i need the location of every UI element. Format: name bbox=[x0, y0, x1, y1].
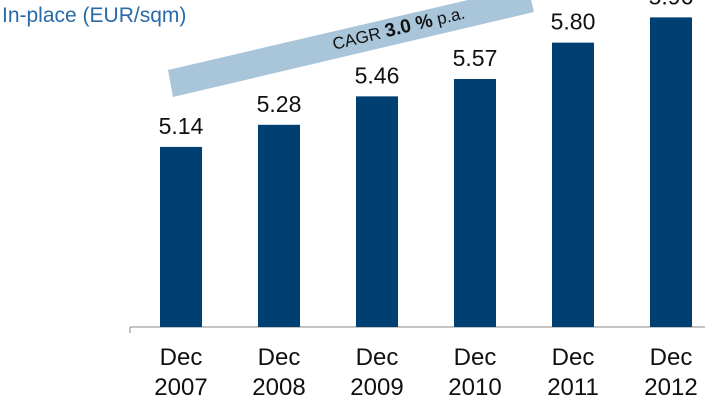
x-tick-label: Dec 2008 bbox=[252, 344, 306, 401]
chart-title: In-place (EUR/sqm) bbox=[2, 4, 186, 27]
bar bbox=[258, 124, 300, 327]
bar bbox=[160, 146, 202, 327]
cagr-band bbox=[168, 0, 534, 97]
value-label: 5.96 bbox=[649, 0, 694, 9]
value-label: 5.80 bbox=[551, 9, 596, 35]
bar bbox=[552, 42, 594, 328]
x-tick-label: Dec 2010 bbox=[448, 344, 502, 401]
x-tick-label: Dec 2007 bbox=[154, 344, 208, 401]
x-tick-label: Dec 2011 bbox=[547, 344, 599, 401]
bar bbox=[454, 78, 496, 327]
bar bbox=[650, 17, 692, 328]
value-label: 5.46 bbox=[355, 62, 400, 88]
bar bbox=[356, 96, 398, 327]
value-label: 5.28 bbox=[257, 91, 302, 117]
x-tick-label: Dec 2012 bbox=[644, 344, 698, 401]
x-tick-label: Dec 2009 bbox=[350, 344, 404, 401]
value-label: 5.14 bbox=[159, 113, 204, 139]
value-label: 5.57 bbox=[453, 45, 498, 71]
